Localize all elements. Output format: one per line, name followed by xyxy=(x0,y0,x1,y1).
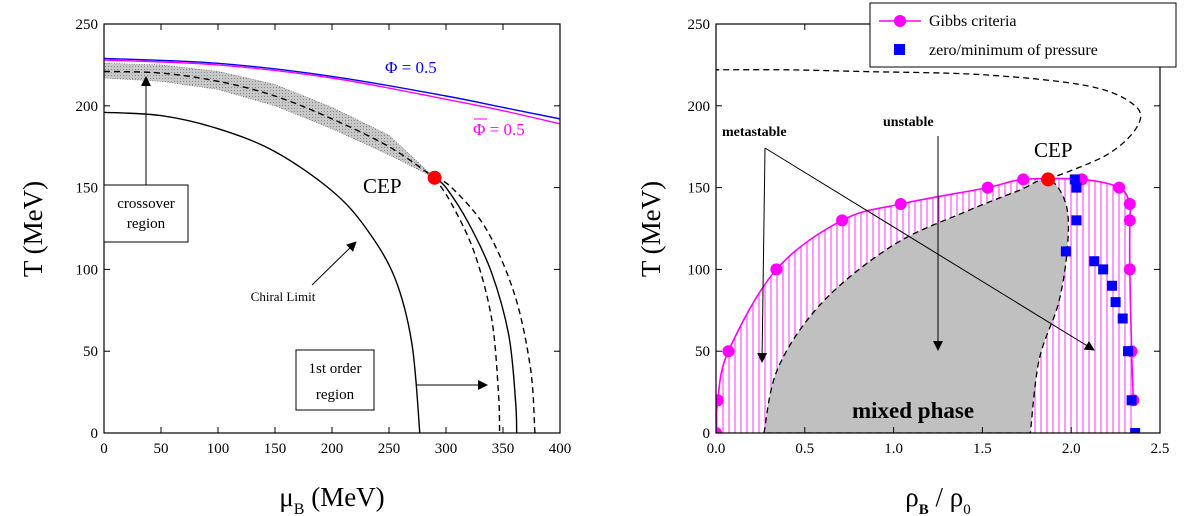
series-chiral-limit xyxy=(104,111,421,433)
x-tick-label: 0 xyxy=(100,441,108,457)
gibbs-point xyxy=(1123,263,1136,276)
pressure-point xyxy=(1130,428,1141,433)
x-tick-label: 350 xyxy=(492,441,515,457)
legend-gibbs-marker xyxy=(894,15,906,27)
mixed-phase-label: mixed phase xyxy=(852,398,974,423)
y-tick-label: 0 xyxy=(703,426,711,442)
x-tick-label: 0.5 xyxy=(795,441,814,457)
x-tick-label: 150 xyxy=(264,441,287,457)
gibbs-point xyxy=(722,345,735,358)
x-tick-label: 0.0 xyxy=(707,441,726,457)
y-tick-label: 200 xyxy=(76,99,99,115)
gibbs-point xyxy=(1123,197,1136,210)
pressure-point xyxy=(1098,264,1109,275)
chiral-arrow xyxy=(311,241,357,286)
gibbs-point xyxy=(1123,214,1136,227)
pressure-point xyxy=(1060,246,1071,257)
gibbs-point xyxy=(1017,173,1030,186)
chiral-limit-label: Chiral Limit xyxy=(251,289,316,304)
first-order-text-2: region xyxy=(316,387,355,403)
metastable-arrow-1 xyxy=(757,147,768,363)
y-tick-label: 150 xyxy=(688,181,711,197)
phi-label: Φ = 0.5 xyxy=(385,58,437,77)
y-tick-label: 50 xyxy=(83,344,98,360)
y-tick-label: 0 xyxy=(91,426,99,442)
crossover-band xyxy=(104,62,435,179)
pressure-point xyxy=(1071,215,1082,226)
crossover-text-1: crossover xyxy=(117,196,174,212)
gibbs-point xyxy=(981,181,994,194)
series-first-order xyxy=(434,177,518,433)
x-tick-label: 300 xyxy=(435,441,458,457)
pressure-point xyxy=(1117,313,1128,324)
right-chart: 0.0 0.5 1.0 1.5 2.0 2.5 0 50 100 150 200 250 T (MeV… xyxy=(636,2,1177,516)
metastable-arrow-2 xyxy=(764,147,1095,351)
x-tick-label: 250 xyxy=(378,441,401,457)
pressure-point xyxy=(1107,280,1118,291)
x-tick-label: 400 xyxy=(549,441,572,457)
gibbs-point xyxy=(716,427,722,433)
cep-point xyxy=(427,170,442,185)
x-tick-label: 2.5 xyxy=(1151,441,1170,457)
right-cep-label: CEP xyxy=(1034,138,1073,162)
gibbs-point xyxy=(836,214,849,227)
cep-point-right xyxy=(1041,172,1056,187)
left-cep-label: CEP xyxy=(363,174,402,198)
legend-pressure-marker xyxy=(894,44,905,55)
x-tick-label: 100 xyxy=(207,441,230,457)
pressure-point xyxy=(1069,174,1080,185)
left-ylabel: T (MeV) xyxy=(18,181,48,277)
y-tick-label: 100 xyxy=(76,262,99,278)
legend-pressure-text: zero/minimum of pressure xyxy=(929,42,1098,59)
x-tick-label: 50 xyxy=(154,441,169,457)
crossover-box xyxy=(103,184,189,243)
right-ylabel: T (MeV) xyxy=(636,181,666,277)
series-spinodal-2 xyxy=(434,177,536,433)
first-order-text-1: 1st order xyxy=(309,361,362,377)
series-spinodal-1 xyxy=(434,177,501,433)
right-xlabel: ρB / ρ0 xyxy=(905,482,970,516)
pressure-point xyxy=(1089,256,1100,267)
legend: Gibbs criteria zero/minimum of pressure xyxy=(869,2,1177,68)
x-tick-label: 200 xyxy=(321,441,344,457)
y-tick-label: 50 xyxy=(695,344,710,360)
series--0-5 xyxy=(104,59,560,125)
gibbs-point xyxy=(894,197,907,210)
series-crossover xyxy=(104,70,435,179)
phibar-label: Φ = 0.5 xyxy=(473,120,525,139)
x-tick-label: 1.0 xyxy=(884,441,903,457)
gibbs-point xyxy=(1113,181,1126,194)
y-tick-label: 200 xyxy=(688,99,711,115)
pressure-point xyxy=(1123,346,1134,357)
series--0-5 xyxy=(104,57,560,120)
crossover-text-2: region xyxy=(127,216,166,232)
y-tick-label: 250 xyxy=(76,17,99,33)
pressure-point xyxy=(1110,297,1121,308)
legend-gibbs-text: Gibbs criteria xyxy=(929,13,1017,30)
x-tick-label: 2.0 xyxy=(1062,441,1081,457)
first-order-box xyxy=(295,349,375,411)
pressure-point xyxy=(1126,395,1137,406)
left-xlabel: μB (MeV) xyxy=(279,482,384,516)
gibbs-point xyxy=(770,263,783,276)
series-spinodal xyxy=(716,69,1142,180)
gibbs-point xyxy=(716,394,724,407)
y-tick-label: 250 xyxy=(688,17,711,33)
unstable-label: unstable xyxy=(883,115,934,130)
x-tick-label: 1.5 xyxy=(973,441,992,457)
y-tick-label: 100 xyxy=(688,262,711,278)
pressure-point xyxy=(1071,182,1082,193)
unstable-region xyxy=(763,178,1070,433)
y-tick-label: 150 xyxy=(76,181,99,197)
left-chart: 0 50 100 150 200 250 300 350 400050100150200250 … xyxy=(18,17,571,516)
metastable-label: metastable xyxy=(722,125,787,140)
legend-box xyxy=(869,2,1177,68)
